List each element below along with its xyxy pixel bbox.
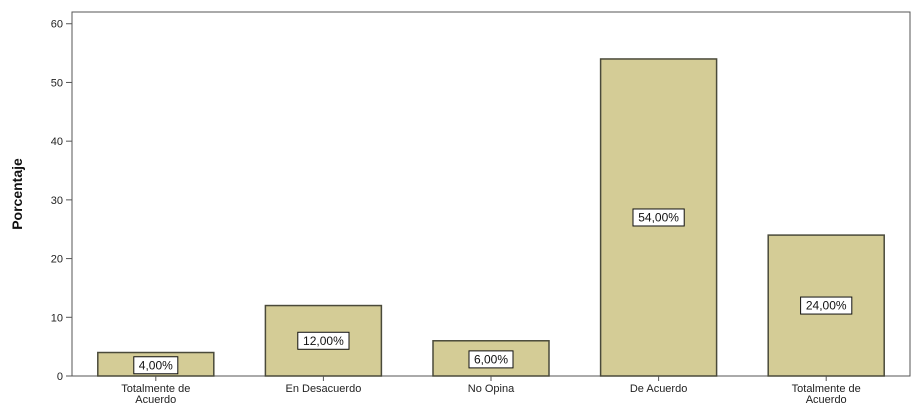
x-tick-label: No Opina <box>468 383 515 395</box>
y-tick-label: 0 <box>57 371 63 383</box>
y-tick-label: 60 <box>51 19 63 31</box>
data-label: 4,00% <box>139 358 173 372</box>
data-label: 54,00% <box>638 210 679 224</box>
y-tick-label: 30 <box>51 195 63 207</box>
data-label-box <box>468 350 514 369</box>
y-tick-label: 40 <box>51 136 63 148</box>
x-tick-label: Acuerdo <box>135 394 176 406</box>
x-tick-label: En Desacuerdo <box>285 383 361 395</box>
x-tick-label: De Acuerdo <box>630 383 687 395</box>
bars: 4,00% 12,00% 6,00% 54,00% 24,00% <box>97 58 885 377</box>
data-label: 12,00% <box>303 334 344 348</box>
y-axis: 0 10 20 30 40 50 60 <box>51 19 72 383</box>
y-tick-label: 10 <box>51 312 63 324</box>
y-tick-label: 20 <box>51 254 63 266</box>
y-tick-label: 50 <box>51 77 63 89</box>
data-label-box <box>133 356 179 375</box>
y-axis-title: Porcentaje <box>9 158 25 230</box>
x-tick-label: Totalmente de <box>121 383 190 395</box>
data-label: 24,00% <box>806 299 847 313</box>
data-label-box <box>800 296 853 315</box>
data-label-box <box>632 208 685 227</box>
data-label-box <box>297 331 350 350</box>
data-label: 6,00% <box>474 352 508 366</box>
x-tick-label: Totalmente de <box>792 383 861 395</box>
x-tick-label: Acuerdo <box>806 394 847 406</box>
